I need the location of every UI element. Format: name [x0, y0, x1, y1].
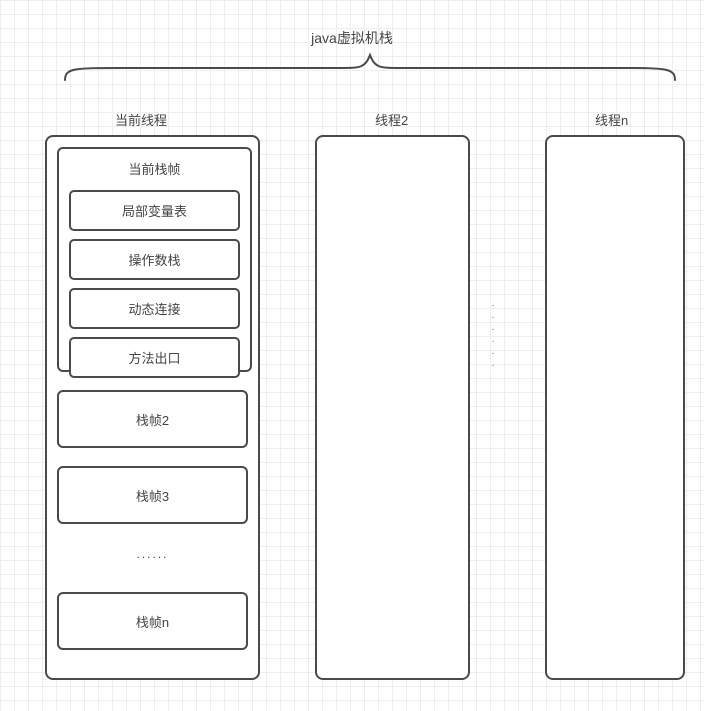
stack-frame-n: 栈帧n — [57, 592, 248, 650]
frame-row-local-vars: 局部变量表 — [69, 190, 240, 231]
thread2-box — [315, 135, 470, 680]
frame-row-dynamic-link: 动态连接 — [69, 288, 240, 329]
current-frame-box: 当前栈帧 局部变量表 操作数栈 动态连接 方法出口 — [57, 147, 252, 372]
thread1-label: 当前线程 — [115, 110, 167, 129]
frame-row-operand-stack: 操作数栈 — [69, 239, 240, 280]
frame-row-method-exit: 方法出口 — [69, 337, 240, 378]
thread1-box: 当前栈帧 局部变量表 操作数栈 动态连接 方法出口 栈帧2 栈帧3 ......… — [45, 135, 260, 680]
thread2-label: 线程2 — [375, 110, 408, 129]
stack-frame-2: 栈帧2 — [57, 390, 248, 448]
thread-n-box — [545, 135, 685, 680]
thread-n-label: 线程n — [595, 110, 628, 129]
diagram-title: java虚拟机栈 — [0, 28, 704, 48]
stack-frame-n-label: 栈帧n — [136, 612, 169, 631]
threads-ellipsis-icon: ······ — [488, 300, 498, 372]
brace-icon — [60, 50, 680, 84]
current-frame-title: 当前栈帧 — [59, 149, 250, 186]
stack-frame-2-label: 栈帧2 — [136, 410, 169, 429]
stack-frame-3: 栈帧3 — [57, 466, 248, 524]
stack-ellipsis: ...... — [57, 547, 248, 561]
stack-frame-3-label: 栈帧3 — [136, 486, 169, 505]
